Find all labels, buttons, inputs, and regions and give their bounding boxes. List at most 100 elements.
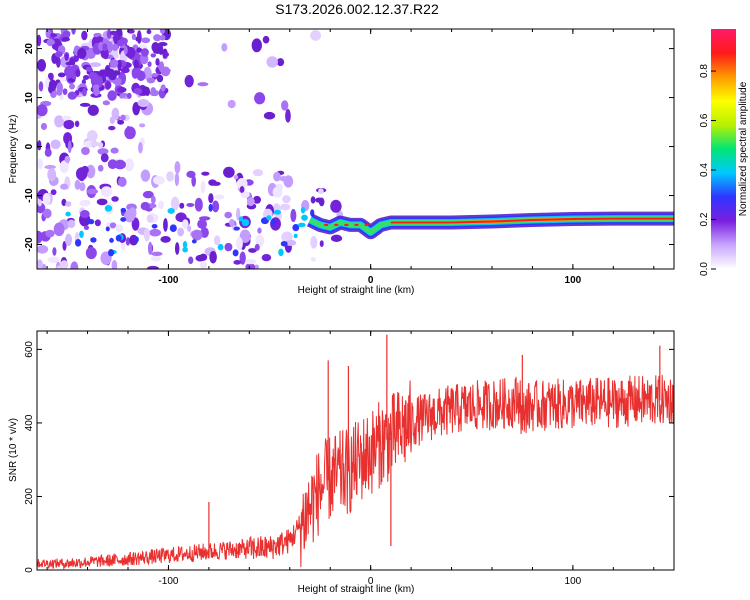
spectrogram-x-tick-label: 100	[565, 275, 582, 286]
spectrogram-blob	[233, 174, 239, 180]
spectrogram-blob	[138, 142, 143, 154]
snr-x-label: Height of straight line (km)	[298, 584, 415, 595]
snr-y-tick-label: 0	[24, 567, 35, 573]
spectrogram-blob	[97, 70, 106, 76]
spectrogram-blob	[85, 66, 93, 72]
colorbar-label: Normalized spectral amplitude	[738, 81, 749, 216]
spectrogram-blob	[83, 140, 94, 148]
spectrogram-hotspot	[115, 234, 122, 242]
spectrogram-blob	[126, 92, 132, 99]
spectrogram-blob	[139, 123, 146, 128]
spectrogram-blob	[156, 74, 164, 83]
spectrogram-hotspot	[90, 237, 97, 243]
spectrogram-blob	[213, 235, 221, 246]
spectrogram-blob	[310, 196, 316, 204]
spectrogram-hotspot	[208, 203, 213, 212]
spectrogram-blob	[142, 190, 154, 199]
spectrogram-blob	[272, 186, 283, 198]
spectrogram-blob	[153, 49, 162, 54]
spectrogram-blob	[254, 243, 260, 251]
spectrogram-blob	[174, 172, 180, 187]
spectrogram-blob	[266, 56, 278, 68]
spectrogram-blob	[71, 73, 77, 80]
spectrogram-blob	[62, 88, 68, 95]
spectrogram-hotspot	[232, 249, 239, 257]
spectrogram-blob	[158, 200, 165, 210]
spectrogram-blob	[252, 169, 264, 177]
spectrogram-blob	[79, 182, 86, 192]
spectrogram-blob	[75, 167, 88, 181]
spectrogram-blob	[94, 219, 101, 227]
spectrogram-blob	[105, 81, 112, 90]
spectrogram-blob	[197, 82, 209, 87]
spectrogram-blob	[160, 84, 166, 92]
spectrogram-blob	[223, 166, 235, 178]
spectrogram-blob	[62, 30, 71, 38]
spectrogram-blob	[62, 115, 72, 121]
spectrogram-blob	[37, 259, 43, 269]
spectrogram-blob	[149, 228, 162, 237]
spectrogram-blob	[157, 41, 168, 47]
spectrogram-blob	[186, 170, 196, 178]
spectrogram-hotspot	[280, 240, 288, 247]
spectrogram-blob	[37, 158, 44, 170]
spectrogram-x-tick-label: 0	[368, 275, 374, 286]
spectrogram-blob	[79, 200, 91, 207]
spectrogram-blob	[64, 155, 71, 163]
spectrogram-y-tick-label: -10	[24, 188, 35, 203]
spectrogram-blob	[263, 111, 276, 120]
spectrogram-blob	[120, 114, 126, 121]
spectrogram-blob	[52, 247, 57, 256]
spectrogram-blob	[96, 198, 108, 206]
spectrogram-hotspot	[278, 248, 284, 257]
spectrogram-blob	[115, 224, 124, 233]
spectrogram-blob	[102, 48, 109, 60]
snr-y-tick-label: 600	[24, 341, 35, 358]
spectrogram-blob	[236, 177, 248, 190]
spectrogram-blob	[194, 197, 203, 212]
spectrogram-blob	[89, 62, 102, 68]
spectrogram-hotspot	[297, 222, 306, 228]
spectrogram-blob	[262, 35, 270, 44]
spectrogram-blob	[100, 186, 113, 197]
spectrogram-hotspot	[271, 219, 276, 226]
spectrogram-blob	[67, 219, 76, 229]
spectrogram-blob	[64, 233, 73, 246]
spectrogram-blob	[163, 218, 168, 232]
spectrogram-blob	[310, 236, 318, 249]
spectrogram-blob	[330, 234, 343, 243]
spectrogram-hotspot	[109, 238, 114, 243]
spectrogram-blob	[147, 61, 152, 68]
spectrogram-y-ticks: -20 -10 0 10 20	[24, 43, 674, 252]
spectrogram-blob	[214, 194, 225, 200]
spectrogram-blob	[74, 120, 80, 128]
spectrogram-blob	[147, 241, 153, 255]
spectrogram-blob	[123, 45, 128, 55]
spectrogram-blob	[93, 86, 100, 97]
spectrogram-blob	[45, 29, 51, 39]
spectrogram-blob	[44, 148, 52, 157]
colorbar: 0.0 0.2 0.4 0.6 0.8 Normalized spectral ampl…	[699, 29, 749, 276]
spectrogram-blob	[59, 160, 69, 174]
snr-series-line	[37, 374, 674, 570]
spectrogram-x-tick-label: -100	[158, 275, 178, 286]
spectrogram-blob	[67, 140, 72, 153]
spectrogram-hotspot	[105, 226, 110, 232]
spectrogram-blob	[119, 93, 124, 99]
spectrogram-blob	[81, 146, 90, 156]
snr-y-tick-label: 200	[24, 488, 35, 505]
spectrogram-blob	[254, 264, 260, 269]
colorbar-tick-label: 0.6	[699, 113, 710, 127]
snr-frame	[36, 330, 675, 571]
spectrogram-blob	[60, 183, 69, 190]
spectrogram-blob	[191, 229, 203, 241]
spectrogram-blob	[282, 195, 291, 204]
spectrogram-blob	[69, 57, 76, 65]
spectrogram-blob	[140, 86, 150, 96]
spectrogram-blob	[131, 217, 140, 231]
spectrogram-blob	[140, 201, 150, 211]
spectrogram-blob	[150, 87, 156, 94]
spectrogram-blob	[65, 201, 72, 207]
spectrogram-blob	[102, 43, 108, 52]
